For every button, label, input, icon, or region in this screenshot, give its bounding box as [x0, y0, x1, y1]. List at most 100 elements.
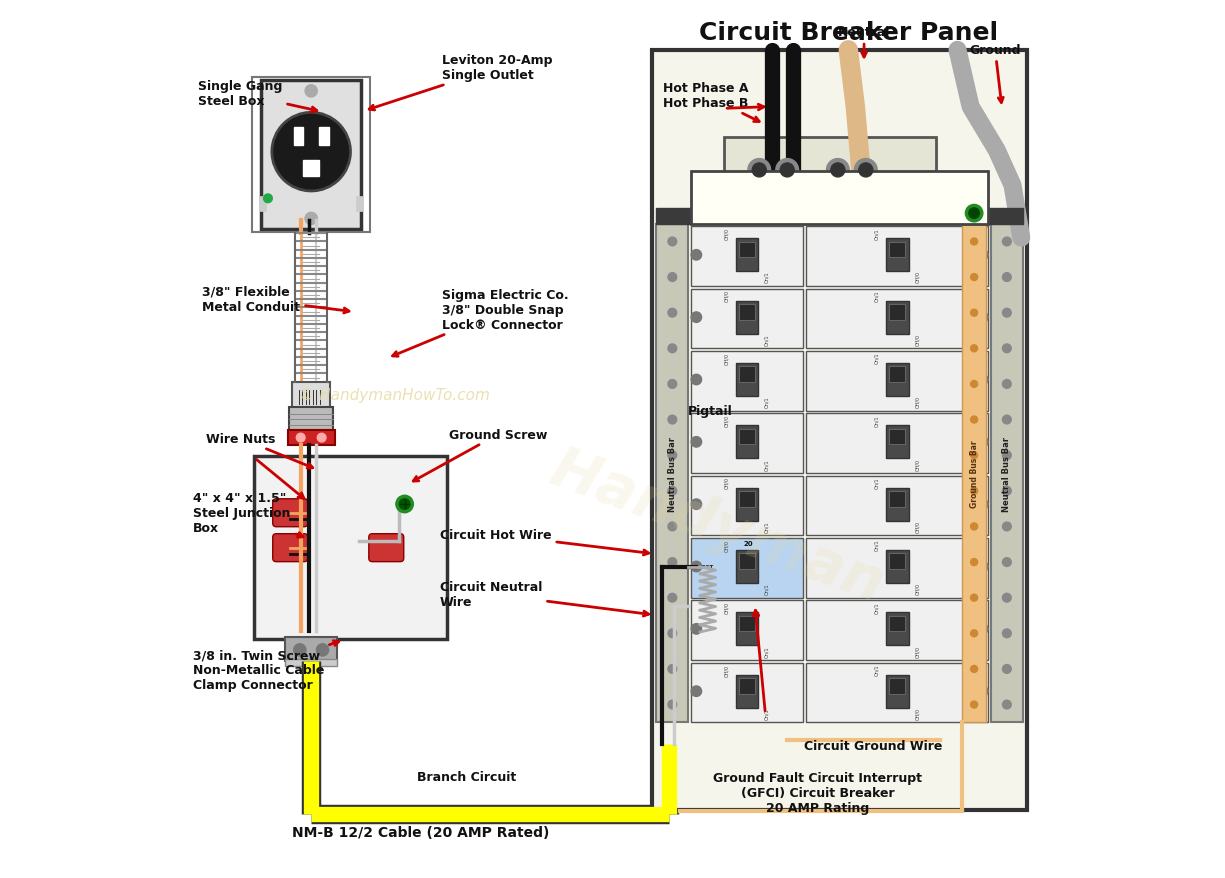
Bar: [255, 457, 447, 640]
Bar: [886, 675, 909, 708]
Text: Neutral Bus Bar: Neutral Bus Bar: [668, 436, 677, 511]
Bar: [889, 305, 905, 320]
Text: On/1: On/1: [875, 601, 880, 613]
Circle shape: [978, 500, 989, 510]
Bar: [691, 601, 802, 660]
Circle shape: [978, 624, 989, 635]
Circle shape: [691, 500, 702, 510]
Bar: [739, 492, 755, 507]
Bar: [886, 301, 909, 335]
Bar: [292, 382, 331, 408]
FancyBboxPatch shape: [273, 534, 307, 562]
Bar: [294, 128, 304, 146]
Bar: [886, 426, 909, 459]
Circle shape: [1002, 594, 1011, 602]
Bar: [736, 239, 758, 272]
Bar: [806, 601, 989, 660]
Text: 3/8" Flexible
Metal Conduit: 3/8" Flexible Metal Conduit: [202, 285, 349, 313]
Circle shape: [691, 687, 702, 696]
Circle shape: [970, 381, 978, 388]
Circle shape: [978, 437, 989, 448]
Text: TEST: TEST: [699, 565, 714, 569]
Circle shape: [668, 665, 676, 673]
Circle shape: [970, 594, 978, 601]
Circle shape: [969, 209, 979, 220]
Bar: [806, 538, 989, 598]
Text: © HandymanHowTo.com: © HandymanHowTo.com: [299, 388, 490, 403]
Circle shape: [1002, 238, 1011, 247]
Circle shape: [296, 434, 305, 443]
Circle shape: [752, 163, 766, 177]
Circle shape: [978, 313, 989, 323]
Circle shape: [1002, 522, 1011, 531]
Text: Hot Phase A
Hot Phase B: Hot Phase A Hot Phase B: [663, 83, 760, 122]
Circle shape: [855, 160, 877, 182]
Bar: [736, 613, 758, 645]
Circle shape: [668, 273, 676, 282]
Text: 20: 20: [744, 540, 753, 546]
Bar: [739, 429, 755, 445]
Bar: [691, 414, 802, 473]
Circle shape: [294, 644, 306, 656]
Bar: [806, 663, 989, 723]
Bar: [260, 197, 266, 212]
Circle shape: [691, 437, 702, 448]
Circle shape: [970, 274, 978, 281]
Text: On/1: On/1: [764, 645, 769, 657]
Text: Off/0: Off/0: [724, 352, 729, 364]
Bar: [736, 488, 758, 522]
Bar: [889, 679, 905, 694]
Bar: [889, 616, 905, 632]
Text: Pigtail: Pigtail: [688, 405, 733, 418]
Text: On/1: On/1: [764, 708, 769, 719]
Text: On/1: On/1: [764, 271, 769, 284]
Text: Circuit Ground Wire: Circuit Ground Wire: [804, 739, 942, 752]
Circle shape: [748, 160, 771, 182]
Bar: [691, 663, 802, 723]
Circle shape: [396, 496, 413, 513]
Circle shape: [1002, 487, 1011, 495]
Text: Single Gang
Steel Box: Single Gang Steel Box: [197, 81, 317, 112]
Bar: [318, 128, 328, 146]
Text: On/1: On/1: [875, 352, 880, 364]
Bar: [736, 551, 758, 584]
Bar: [889, 367, 905, 383]
Circle shape: [970, 559, 978, 566]
Bar: [739, 367, 755, 383]
Circle shape: [1002, 665, 1011, 673]
Text: Ground: Ground: [969, 44, 1020, 104]
Bar: [736, 301, 758, 335]
Circle shape: [668, 630, 676, 638]
Circle shape: [668, 309, 676, 318]
Bar: [886, 551, 909, 584]
Circle shape: [691, 562, 702, 572]
Bar: [657, 225, 688, 723]
Circle shape: [305, 213, 317, 226]
Text: Off/0: Off/0: [724, 539, 729, 551]
Text: Off/0: Off/0: [724, 477, 729, 489]
Bar: [736, 426, 758, 459]
Circle shape: [978, 250, 989, 261]
Bar: [806, 414, 989, 473]
Circle shape: [970, 310, 978, 317]
Circle shape: [780, 163, 794, 177]
Circle shape: [316, 644, 328, 656]
Text: NM-B 12/2 Cable (20 AMP Rated): NM-B 12/2 Cable (20 AMP Rated): [292, 824, 549, 838]
Circle shape: [1002, 380, 1011, 389]
Circle shape: [970, 488, 978, 494]
Text: Neutral: Neutral: [838, 26, 891, 58]
Bar: [252, 78, 370, 233]
Circle shape: [263, 195, 272, 204]
Text: On/1: On/1: [764, 396, 769, 407]
Circle shape: [668, 594, 676, 602]
Bar: [889, 242, 905, 258]
Circle shape: [970, 452, 978, 459]
Text: On/1: On/1: [875, 539, 880, 551]
Circle shape: [1002, 630, 1011, 638]
Text: Circuit Breaker Panel: Circuit Breaker Panel: [698, 21, 998, 46]
Text: Ground Screw: Ground Screw: [413, 428, 548, 481]
Text: Off/0: Off/0: [915, 271, 920, 284]
Bar: [806, 351, 989, 411]
Bar: [886, 239, 909, 272]
Bar: [739, 616, 755, 632]
